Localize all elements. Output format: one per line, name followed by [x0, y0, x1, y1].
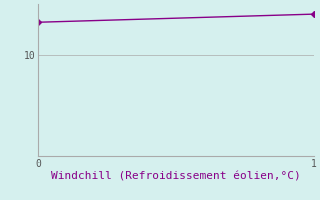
X-axis label: Windchill (Refroidissement éolien,°C): Windchill (Refroidissement éolien,°C) [51, 172, 301, 182]
